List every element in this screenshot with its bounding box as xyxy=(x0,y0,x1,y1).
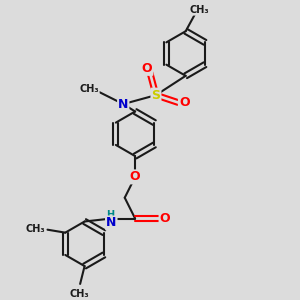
Text: O: O xyxy=(142,62,152,75)
Text: H: H xyxy=(106,210,114,220)
Text: S: S xyxy=(152,88,160,102)
Text: O: O xyxy=(130,170,140,183)
Text: N: N xyxy=(106,217,116,230)
Text: CH₃: CH₃ xyxy=(189,5,209,15)
Text: CH₃: CH₃ xyxy=(69,289,89,299)
Text: O: O xyxy=(160,212,170,225)
Text: CH₃: CH₃ xyxy=(26,224,45,234)
Text: CH₃: CH₃ xyxy=(79,84,99,94)
Text: N: N xyxy=(118,98,128,111)
Text: O: O xyxy=(179,96,190,109)
